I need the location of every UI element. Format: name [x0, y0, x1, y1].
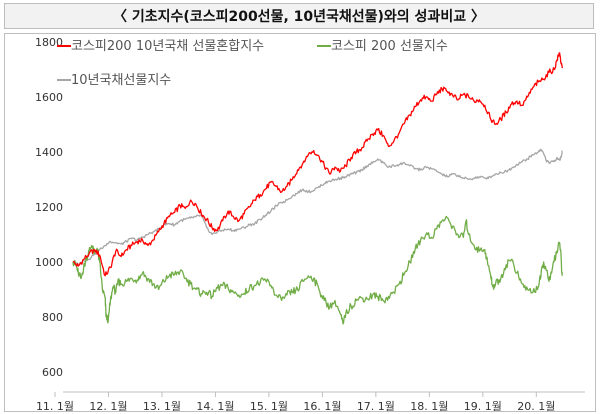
y-tick-label: 1200 [35, 201, 63, 214]
y-tick-label: 800 [42, 311, 63, 324]
x-tick-label: 12. 1월 [89, 400, 127, 411]
x-tick-label: 20. 1월 [517, 400, 555, 411]
x-tick-label: 14. 1월 [196, 400, 234, 411]
x-tick-label: 16. 1월 [303, 400, 341, 411]
y-tick-label: 600 [42, 366, 63, 379]
x-tick-label: 11. 1월 [36, 400, 74, 411]
chart-area: 600 800 1000 1200 1400 1600 1800 11. 1월 12. 1월 13… [4, 33, 596, 412]
y-tick-label: 1800 [35, 36, 63, 49]
y-tick-label: 1600 [35, 91, 63, 104]
legend-label-1: 코스피 200 선물지수 [331, 39, 448, 54]
x-tick-label: 19. 1월 [464, 400, 502, 411]
x-tick-label: 17. 1월 [357, 400, 395, 411]
chart-title: 〈 기초지수(코스피200선물, 10년국채선물)와의 성과비교 〉 [4, 3, 594, 29]
series-line-0 [72, 52, 563, 277]
series-line-1 [72, 215, 563, 325]
x-tick-label: 18. 1월 [410, 400, 448, 411]
y-tick-label: 1000 [35, 256, 63, 269]
x-tick-label: 15. 1월 [250, 400, 288, 411]
line-chart: 600 800 1000 1200 1400 1600 1800 11. 1월 12. 1월 13… [35, 36, 585, 411]
legend-label-0: 코스피200 10년국채 선물혼합지수 [71, 39, 264, 54]
x-tick-label: 13. 1월 [143, 400, 181, 411]
y-tick-label: 1400 [35, 146, 63, 159]
legend-label-2: 10년국채선물지수 [71, 73, 171, 88]
series-line-2 [72, 148, 563, 266]
